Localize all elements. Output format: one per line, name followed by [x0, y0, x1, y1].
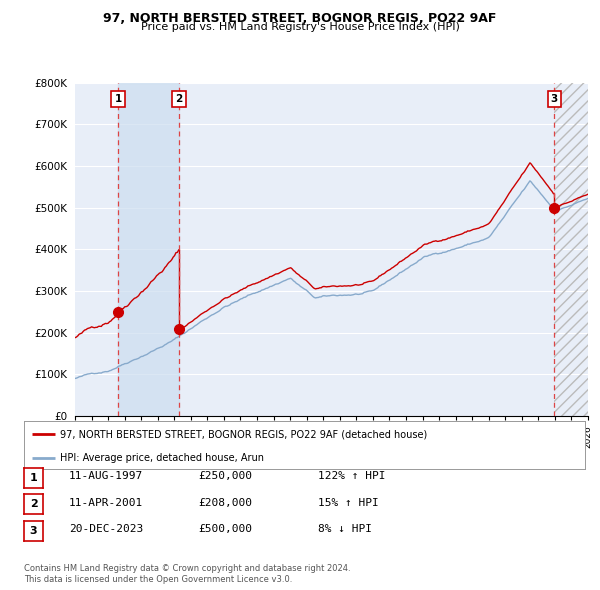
Bar: [118, 83, 179, 416]
Text: HPI: Average price, detached house, Arun: HPI: Average price, detached house, Arun: [61, 453, 265, 463]
Bar: [554, 83, 588, 416]
Text: Contains HM Land Registry data © Crown copyright and database right 2024.: Contains HM Land Registry data © Crown c…: [24, 565, 350, 573]
Text: 1: 1: [115, 94, 122, 104]
Text: 122% ↑ HPI: 122% ↑ HPI: [318, 471, 386, 481]
Text: 2: 2: [175, 94, 182, 104]
Text: 8% ↓ HPI: 8% ↓ HPI: [318, 525, 372, 534]
Text: £250,000: £250,000: [198, 471, 252, 481]
Text: 97, NORTH BERSTED STREET, BOGNOR REGIS, PO22 9AF (detached house): 97, NORTH BERSTED STREET, BOGNOR REGIS, …: [61, 429, 428, 439]
Text: 97, NORTH BERSTED STREET, BOGNOR REGIS, PO22 9AF: 97, NORTH BERSTED STREET, BOGNOR REGIS, …: [103, 12, 497, 25]
Text: £208,000: £208,000: [198, 498, 252, 507]
Text: 3: 3: [551, 94, 558, 104]
Text: 11-AUG-1997: 11-AUG-1997: [69, 471, 143, 481]
Text: Price paid vs. HM Land Registry's House Price Index (HPI): Price paid vs. HM Land Registry's House …: [140, 22, 460, 32]
Bar: [554, 83, 588, 416]
Text: 15% ↑ HPI: 15% ↑ HPI: [318, 498, 379, 507]
Text: This data is licensed under the Open Government Licence v3.0.: This data is licensed under the Open Gov…: [24, 575, 292, 584]
Text: £500,000: £500,000: [198, 525, 252, 534]
Text: 11-APR-2001: 11-APR-2001: [69, 498, 143, 507]
Text: 2: 2: [30, 500, 37, 509]
Text: 20-DEC-2023: 20-DEC-2023: [69, 525, 143, 534]
Text: 1: 1: [30, 473, 37, 483]
Text: 3: 3: [30, 526, 37, 536]
